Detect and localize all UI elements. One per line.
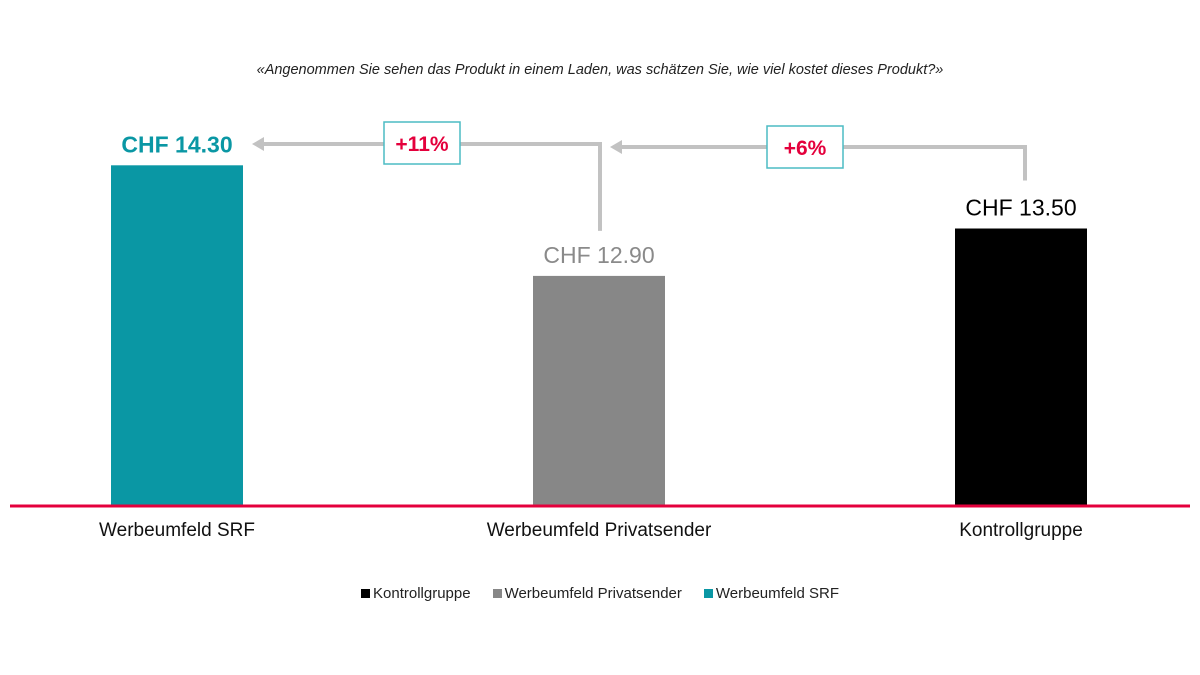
legend: Kontrollgruppe Werbeumfeld Privatsender … bbox=[0, 585, 1200, 602]
data-label: CHF 13.50 bbox=[965, 195, 1076, 221]
arrowhead-icon bbox=[252, 137, 264, 151]
legend-label: Werbeumfeld SRF bbox=[715, 585, 839, 602]
annotation-label: +11% bbox=[395, 133, 448, 156]
legend-item: Werbeumfeld SRF bbox=[703, 585, 839, 602]
annotation-box bbox=[766, 125, 844, 169]
legend-item: Kontrollgruppe bbox=[361, 585, 471, 602]
legend-label: Werbeumfeld Privatsender bbox=[504, 585, 682, 602]
data-label: CHF 12.90 bbox=[543, 242, 654, 268]
annotation-box bbox=[383, 121, 461, 165]
data-label: CHF 14.30 bbox=[121, 131, 232, 157]
legend-swatch bbox=[361, 589, 370, 598]
annotation-label: +6% bbox=[784, 137, 827, 160]
category-label: Werbeumfeld SRF bbox=[99, 520, 255, 541]
legend-label: Kontrollgruppe bbox=[373, 585, 471, 602]
legend-swatch bbox=[492, 589, 502, 598]
legend-item: Werbeumfeld Privatsender bbox=[492, 585, 682, 602]
chart-title: «Angenommen Sie sehen das Produkt in ein… bbox=[256, 62, 944, 78]
bar bbox=[955, 228, 1087, 505]
legend-swatch bbox=[703, 589, 713, 598]
arrow-privat-to-srf bbox=[262, 142, 602, 231]
arrow-kontroll-to-privat bbox=[620, 145, 1027, 181]
bar bbox=[111, 165, 243, 506]
bar bbox=[533, 275, 665, 505]
category-label: Werbeumfeld Privatsender bbox=[486, 520, 712, 541]
category-label: Kontrollgruppe bbox=[959, 520, 1083, 541]
arrowhead-icon bbox=[610, 140, 622, 154]
